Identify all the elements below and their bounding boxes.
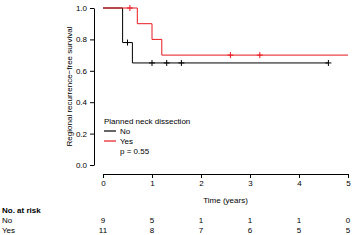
y-tick-mark <box>90 102 94 103</box>
x-tick-mark <box>250 174 251 178</box>
x-tick-mark <box>348 174 349 178</box>
censor-mark <box>178 60 184 66</box>
censor-mark <box>149 60 155 66</box>
x-tick: 3 <box>248 174 253 188</box>
y-tick-mark <box>90 165 94 166</box>
annotation: p = 0.55 <box>120 147 150 156</box>
legend-title: Planned neck dissection <box>104 117 190 126</box>
censor-mark <box>127 5 133 11</box>
y-tick: 0.4 <box>76 98 94 107</box>
risk-count: 8 <box>150 226 155 235</box>
y-tick: 0.2 <box>76 130 94 139</box>
x-tick-mark <box>201 174 202 178</box>
y-tick-label: 0.8 <box>76 35 88 44</box>
risk-table-title: No. at risk <box>2 206 41 215</box>
risk-count: 7 <box>199 226 204 235</box>
legend-label: Yes <box>120 137 133 146</box>
risk-count: 11 <box>99 226 108 235</box>
censor-mark <box>325 60 331 66</box>
risk-count: 9 <box>101 216 106 225</box>
x-tick-mark <box>152 174 153 178</box>
y-tick-mark <box>90 71 94 72</box>
x-tick-label: 3 <box>248 179 253 188</box>
risk-count: 1 <box>248 216 253 225</box>
legend-label: No <box>120 127 131 136</box>
censor-mark <box>164 60 170 66</box>
risk-count: 5 <box>297 226 302 235</box>
risk-count: 5 <box>346 226 351 235</box>
x-axis-title: Time (years) <box>203 196 248 205</box>
x-tick: 5 <box>346 174 351 188</box>
legend-swatch <box>104 140 116 141</box>
risk-count: 1 <box>199 216 204 225</box>
y-tick: 0.0 <box>76 161 94 170</box>
risk-count: 1 <box>297 216 302 225</box>
risk-row-label: Yes <box>2 226 15 235</box>
x-axis-line <box>104 174 349 175</box>
y-axis: 0.0 0.2 0.4 0.6 0.8 1.0 <box>76 4 95 170</box>
x-tick: 2 <box>199 174 204 188</box>
survival-curve <box>103 8 348 55</box>
legend-swatch <box>104 130 116 131</box>
y-tick-label: 0.0 <box>76 161 88 170</box>
chart: 0 1 2 3 4 5 0.0 0.2 0.4 0.6 0.8 1.0 Time (years) Regi… <box>0 0 358 235</box>
x-tick-label: 5 <box>346 179 351 188</box>
y-axis-title: Regional recurrence−free survival <box>65 26 74 146</box>
x-tick-mark <box>299 174 300 178</box>
y-tick: 1.0 <box>76 4 94 13</box>
risk-count: 0 <box>346 216 351 225</box>
x-tick-label: 0 <box>101 179 106 188</box>
y-tick-mark <box>90 39 94 40</box>
plot-area <box>103 5 348 66</box>
y-tick-mark <box>90 8 94 9</box>
y-tick-label: 0.4 <box>76 98 88 107</box>
legend: Planned neck dissectionNoYesp = 0.55 <box>104 117 190 156</box>
x-tick: 4 <box>297 174 302 188</box>
x-tick: 0 <box>101 174 106 188</box>
x-tick: 1 <box>150 174 155 188</box>
risk-table: No. at riskNo951110Yes1187655 <box>2 206 351 235</box>
y-axis-line <box>94 9 95 166</box>
censor-mark <box>227 52 233 58</box>
y-tick: 0.6 <box>76 67 94 76</box>
x-tick-label: 2 <box>199 179 204 188</box>
risk-row-label: No <box>2 216 13 225</box>
y-tick-label: 0.6 <box>76 67 88 76</box>
censor-mark <box>125 40 131 46</box>
y-tick-mark <box>90 134 94 135</box>
x-tick-label: 1 <box>150 179 155 188</box>
censor-mark <box>257 52 263 58</box>
x-tick-label: 4 <box>297 179 302 188</box>
y-tick-label: 0.2 <box>76 130 88 139</box>
risk-count: 6 <box>248 226 253 235</box>
y-tick-label: 1.0 <box>76 4 88 13</box>
x-axis: 0 1 2 3 4 5 <box>101 174 351 188</box>
risk-count: 5 <box>150 216 155 225</box>
y-tick: 0.8 <box>76 35 94 44</box>
x-tick-mark <box>103 174 104 178</box>
